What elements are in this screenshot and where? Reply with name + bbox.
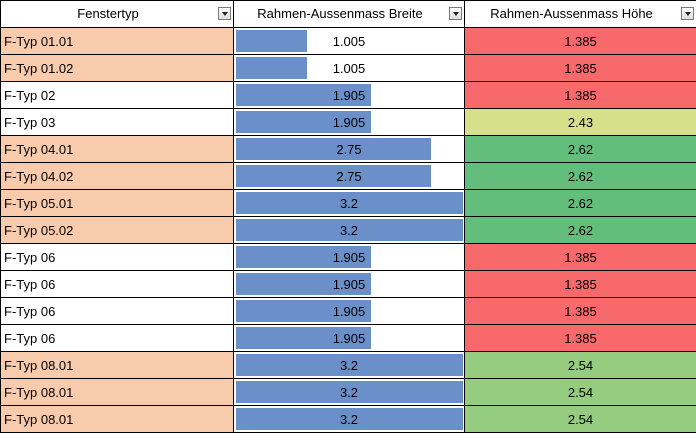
cell-breite[interactable]: 2.75 [234,136,465,163]
cell-hoehe[interactable]: 2.62 [465,217,696,244]
cell-breite[interactable]: 3.2 [234,352,465,379]
cell-fenstertyp[interactable]: F-Typ 01.02 [1,55,234,82]
cell-fenstertyp[interactable]: F-Typ 02 [1,82,234,109]
header-row: Fenstertyp Rahmen-Aussenmass Breite Rahm… [1,1,696,28]
cell-fenstertyp[interactable]: F-Typ 03 [1,109,234,136]
cell-breite[interactable]: 1.905 [234,271,465,298]
table-row: F-Typ 05.02 3.2 2.62 [1,217,696,244]
cell-hoehe[interactable]: 2.54 [465,352,696,379]
cell-hoehe[interactable]: 1.385 [465,325,696,352]
cell-breite[interactable]: 3.2 [234,190,465,217]
cell-fenstertyp[interactable]: F-Typ 01.01 [1,28,234,55]
data-bar [236,30,307,52]
table-row: F-Typ 06 1.905 1.385 [1,298,696,325]
cell-breite[interactable]: 1.905 [234,325,465,352]
cell-breite[interactable]: 3.2 [234,217,465,244]
header-fenstertyp[interactable]: Fenstertyp [1,1,234,28]
table-row: F-Typ 08.01 3.2 2.54 [1,352,696,379]
breite-value: 2.75 [336,169,361,184]
cell-breite[interactable]: 1.905 [234,298,465,325]
cell-breite[interactable]: 1.005 [234,28,465,55]
cell-hoehe[interactable]: 2.62 [465,136,696,163]
cell-hoehe[interactable]: 1.385 [465,28,696,55]
cell-fenstertyp[interactable]: F-Typ 05.01 [1,190,234,217]
data-bar [236,165,431,187]
filter-dropdown-icon[interactable] [218,7,231,20]
breite-value: 3.2 [340,412,358,427]
cell-hoehe[interactable]: 2.54 [465,406,696,433]
cell-breite[interactable]: 3.2 [234,406,465,433]
table-row: F-Typ 04.01 2.75 2.62 [1,136,696,163]
breite-value: 1.905 [333,88,366,103]
cell-breite[interactable]: 3.2 [234,379,465,406]
cell-fenstertyp[interactable]: F-Typ 05.02 [1,217,234,244]
cell-fenstertyp[interactable]: F-Typ 06 [1,271,234,298]
table-row: F-Typ 08.01 3.2 2.54 [1,406,696,433]
cell-fenstertyp[interactable]: F-Typ 04.02 [1,163,234,190]
cell-fenstertyp[interactable]: F-Typ 08.01 [1,379,234,406]
cell-hoehe[interactable]: 1.385 [465,271,696,298]
table-row: F-Typ 06 1.905 1.385 [1,244,696,271]
table-row: F-Typ 01.01 1.005 1.385 [1,28,696,55]
breite-value: 1.005 [333,34,366,49]
cell-hoehe[interactable]: 1.385 [465,298,696,325]
cell-breite[interactable]: 1.905 [234,82,465,109]
table-row: F-Typ 05.01 3.2 2.62 [1,190,696,217]
table-row: F-Typ 01.02 1.005 1.385 [1,55,696,82]
table-body: F-Typ 01.01 1.005 1.385 F-Typ 01.02 1.005 1.3… [1,28,696,433]
breite-value: 1.905 [333,250,366,265]
table-row: F-Typ 04.02 2.75 2.62 [1,163,696,190]
cell-hoehe[interactable]: 2.54 [465,379,696,406]
cell-fenstertyp[interactable]: F-Typ 06 [1,325,234,352]
cell-breite[interactable]: 1.905 [234,109,465,136]
breite-value: 3.2 [340,385,358,400]
breite-value: 1.005 [333,61,366,76]
filter-dropdown-icon[interactable] [449,7,462,20]
cell-hoehe[interactable]: 2.62 [465,190,696,217]
header-hoehe[interactable]: Rahmen-Aussenmass Höhe [465,1,696,28]
cell-fenstertyp[interactable]: F-Typ 04.01 [1,136,234,163]
cell-fenstertyp[interactable]: F-Typ 06 [1,244,234,271]
cell-hoehe[interactable]: 1.385 [465,82,696,109]
cell-hoehe[interactable]: 1.385 [465,244,696,271]
table-row: F-Typ 08.01 3.2 2.54 [1,379,696,406]
cell-breite[interactable]: 2.75 [234,163,465,190]
filter-dropdown-icon[interactable] [681,7,694,20]
table-row: F-Typ 02 1.905 1.385 [1,82,696,109]
data-bar [236,138,431,160]
breite-value: 1.905 [333,277,366,292]
breite-value: 1.905 [333,331,366,346]
table-row: F-Typ 06 1.905 1.385 [1,325,696,352]
cell-fenstertyp[interactable]: F-Typ 08.01 [1,352,234,379]
header-label: Rahmen-Aussenmass Höhe [490,1,671,27]
cell-hoehe[interactable]: 2.62 [465,163,696,190]
header-breite[interactable]: Rahmen-Aussenmass Breite [234,1,465,28]
table-row: F-Typ 06 1.905 1.385 [1,271,696,298]
table-row: F-Typ 03 1.905 2.43 [1,109,696,136]
breite-value: 3.2 [340,358,358,373]
breite-value: 3.2 [340,223,358,238]
cell-hoehe[interactable]: 1.385 [465,55,696,82]
breite-value: 1.905 [333,115,366,130]
cell-breite[interactable]: 1.905 [234,244,465,271]
breite-value: 2.75 [336,142,361,157]
breite-value: 1.905 [333,304,366,319]
cell-hoehe[interactable]: 2.43 [465,109,696,136]
header-label: Rahmen-Aussenmass Breite [257,1,440,27]
breite-value: 3.2 [340,196,358,211]
header-label: Fenstertyp [77,1,156,27]
cell-fenstertyp[interactable]: F-Typ 06 [1,298,234,325]
data-bar [236,57,307,79]
cell-breite[interactable]: 1.005 [234,55,465,82]
cell-fenstertyp[interactable]: F-Typ 08.01 [1,406,234,433]
